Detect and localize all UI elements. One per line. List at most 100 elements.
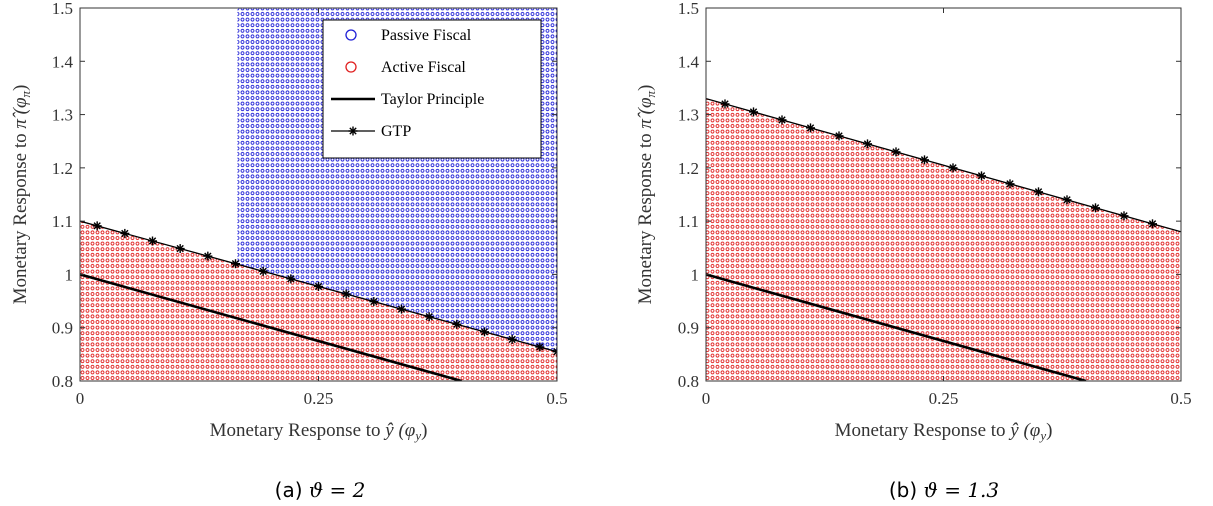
gtp-marker [1119, 211, 1129, 221]
gtp-marker [777, 115, 787, 125]
y-tick-label: 1.5 [678, 0, 699, 18]
gtp-marker-stroke [425, 313, 433, 321]
gtp-marker [286, 274, 296, 284]
gtp-marker-stroke [536, 343, 544, 351]
panel-caption-prefix: (a) [275, 478, 309, 502]
gtp-line [706, 97, 1181, 233]
gtp-marker-stroke [835, 132, 843, 140]
gtp-marker-stroke [1091, 204, 1100, 212]
gtp-marker-stroke [863, 140, 872, 148]
x-tick-label: 0.5 [546, 389, 567, 408]
gtp-marker-stroke [121, 229, 129, 238]
y-tick-label: 1.5 [52, 0, 73, 18]
gtp-marker-stroke [93, 222, 101, 230]
gtp-marker [920, 155, 929, 165]
x-axis-label: Monetary Response to ŷ (φy) [835, 420, 1053, 443]
y-tick-label: 1.2 [678, 159, 699, 178]
x-axis-label-sub: y [413, 428, 421, 443]
legend-label-gtp: GTP [381, 123, 411, 140]
gtp-marker-stroke [806, 124, 815, 132]
chart-panel-1: 0.8 0.9 1 1.1 1.2 1.3 1.4 1.5 0 0.25 0.5 Monetary R… [10, 0, 568, 502]
y-axis-label-text: Monetary Response to [635, 129, 656, 305]
x-axis-label-paren: (φ [394, 420, 416, 441]
gtp-marker [396, 304, 406, 314]
taylor-principle-line [706, 273, 1087, 381]
gtp-marker-stroke [1063, 196, 1071, 204]
gtp-marker-stroke [314, 282, 323, 291]
gtp-marker [231, 259, 241, 269]
y-tick-label: 0.9 [678, 319, 699, 338]
panel-caption-math: ϑ = 1.3 [924, 478, 1000, 502]
plot-area [706, 97, 1181, 381]
gtp-marker [120, 228, 130, 238]
gtp-marker [977, 171, 986, 181]
gtp-marker-stroke [176, 244, 184, 253]
panel-caption-prefix: (b) [889, 478, 924, 502]
panel-caption-math: ϑ = 2 [309, 478, 366, 502]
y-axis-label-text: Monetary Response to [10, 129, 31, 305]
gtp-marker [1062, 195, 1072, 205]
x-axis-label-sub: y [1038, 428, 1046, 443]
x-axis-label-close: ) [1046, 420, 1052, 441]
gtp-marker-stroke [1006, 180, 1014, 188]
gtp-marker-stroke [453, 320, 461, 328]
x-axis-label-symbol: ŷ [383, 420, 394, 441]
y-tick-label: 1 [691, 265, 700, 284]
gtp-marker [552, 347, 557, 357]
gtp-marker [535, 342, 545, 352]
legend: Passive Fiscal Active Fiscal Taylor Princi… [322, 19, 542, 159]
gtp-marker-stroke [749, 108, 758, 116]
taylor-principle-line [80, 273, 462, 381]
legend-label-taylor: Taylor Principle [381, 91, 484, 108]
active-fiscal-region [706, 98, 1181, 381]
y-tick-label: 1.1 [52, 212, 73, 231]
gtp-marker-stroke [231, 260, 240, 268]
gtp-marker-stroke [370, 297, 378, 306]
gtp-marker [341, 289, 351, 299]
y-tick-label: 1.4 [678, 52, 700, 71]
gtp-marker-stroke [1120, 212, 1128, 220]
gtp-marker [806, 123, 815, 133]
y-tick-label: 0.8 [52, 372, 73, 391]
panel-caption: (a) ϑ = 2 [275, 478, 366, 502]
gtp-marker [369, 297, 379, 307]
gtp-marker [507, 334, 517, 344]
y-axis-label-close: ) [10, 85, 31, 91]
y-axis-label-paren: (φ [635, 97, 656, 119]
gtp-marker [479, 327, 489, 337]
gtp-marker-stroke [553, 350, 557, 356]
y-axis-label: Monetary Response to π̂ (φπ) [10, 85, 33, 305]
gtp-marker-stroke [259, 267, 267, 275]
gtp-marker [1091, 203, 1100, 213]
active-fiscal-region [80, 221, 557, 381]
gtp-marker-stroke [342, 290, 350, 298]
gtp-marker-stroke [204, 252, 212, 260]
y-tick-label: 1.1 [678, 212, 699, 231]
legend-gtp-marker [348, 126, 358, 136]
gtp-marker-stroke [1148, 220, 1157, 228]
gtp-marker [1148, 219, 1157, 229]
gtp-marker [424, 312, 434, 322]
x-axis-label-text: Monetary Response to [835, 420, 1011, 441]
gtp-marker [1034, 187, 1043, 197]
x-tick-label: 0.25 [929, 389, 959, 408]
gtp-marker [452, 319, 462, 329]
gtp-marker [834, 131, 844, 141]
y-axis-label-sub: π [643, 90, 658, 97]
gtp-marker-stroke [1034, 188, 1043, 196]
y-tick-label: 1.3 [52, 106, 73, 125]
gtp-marker [175, 244, 185, 254]
legend-active-marker [345, 61, 357, 73]
gtp-marker [148, 236, 158, 246]
gtp-marker [314, 281, 323, 291]
panel-caption: (b) ϑ = 1.3 [889, 478, 999, 502]
y-axis-label-close: ) [635, 85, 656, 91]
gtp-marker-stroke [721, 100, 729, 108]
y-tick-label: 0.9 [52, 319, 73, 338]
y-tick-label: 1.4 [52, 52, 74, 71]
y-axis-label-sub: π [18, 90, 33, 97]
y-axis-label: Monetary Response to π̂ (φπ) [635, 85, 658, 305]
x-axis-label-paren: (φ [1019, 420, 1041, 441]
gtp-marker-stroke [778, 116, 786, 124]
gtp-marker-stroke [949, 164, 957, 172]
